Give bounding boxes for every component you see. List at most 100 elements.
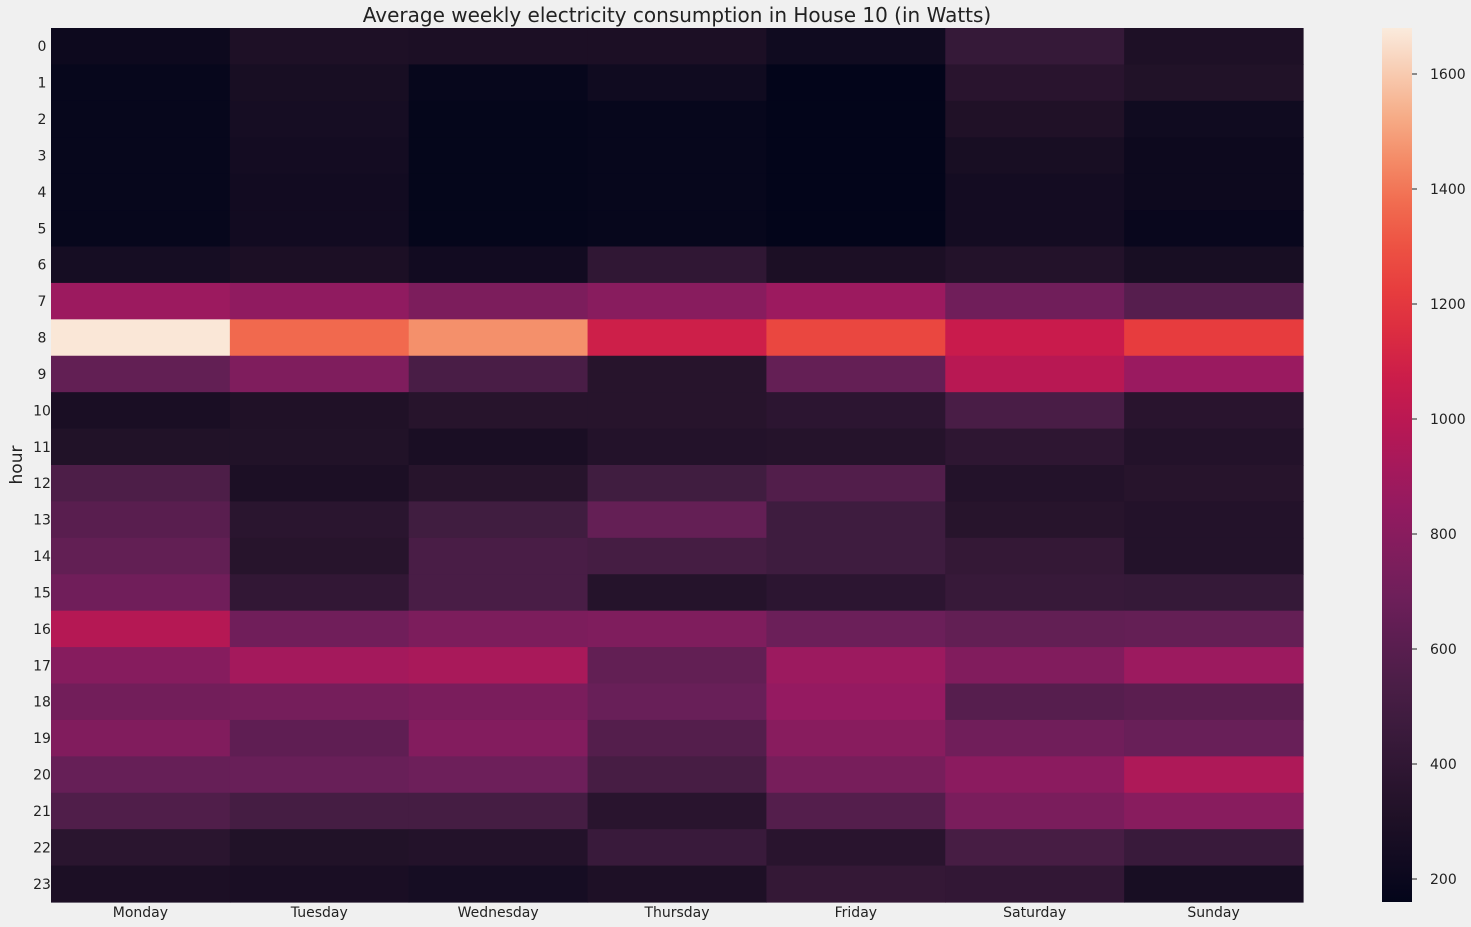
heatmap-cell [945, 28, 1125, 66]
heatmap-cell [1124, 792, 1304, 830]
heatmap-cell [587, 64, 768, 102]
heatmap-cell [1124, 865, 1304, 903]
heatmap-cell [1124, 355, 1304, 393]
colorbar-tick-label: 200 [1430, 872, 1457, 888]
heatmap-cell [945, 64, 1125, 102]
colorbar-tick-label: 1600 [1430, 67, 1466, 83]
heatmap-cell [945, 282, 1125, 320]
heatmap-cell [408, 319, 589, 357]
colorbar-gradient [1382, 28, 1412, 902]
y-tick-label: 9 [38, 367, 47, 383]
heatmap-cell [408, 719, 589, 757]
y-tick-label: 17 [33, 658, 51, 674]
heatmap-cell [229, 319, 410, 357]
heatmap-cell [587, 355, 768, 393]
heatmap-cell [766, 64, 946, 102]
y-tick-label: 6 [38, 258, 47, 274]
heatmap-cell [408, 501, 589, 539]
heatmap-cell [766, 574, 946, 612]
heatmap-cell [51, 137, 231, 175]
heatmap-cell [51, 501, 231, 539]
y-tick-label: 3 [38, 148, 47, 164]
heatmap-cell [945, 319, 1125, 357]
x-tick-label: Saturday [1003, 905, 1066, 921]
heatmap-cell [51, 647, 231, 685]
heatmap-cell [1124, 210, 1304, 248]
heatmap-cell [1124, 282, 1304, 320]
heatmap-cell [945, 465, 1125, 503]
y-tick-label: 0 [38, 39, 47, 55]
heatmap-cell [587, 282, 768, 320]
heatmap-cell [1124, 647, 1304, 685]
heatmap-cell [408, 465, 589, 503]
heatmap-cell [945, 610, 1125, 648]
heatmap-cell [1124, 465, 1304, 503]
y-tick-label: 18 [33, 695, 51, 711]
heatmap-cell [587, 792, 768, 830]
heatmap-cell [408, 756, 589, 794]
heatmap-cell [945, 792, 1125, 830]
heatmap-cell [1124, 537, 1304, 575]
heatmap-cell [766, 537, 946, 575]
heatmap-cell [408, 647, 589, 685]
heatmap-cell [587, 100, 768, 138]
y-tick-label: 21 [33, 804, 51, 820]
heatmap-cell [408, 392, 589, 430]
y-axis-label: hour [7, 446, 27, 485]
heatmap-cell [51, 719, 231, 757]
heatmap-cell [587, 610, 768, 648]
heatmap-cell [766, 392, 946, 430]
heatmap-cell [1124, 574, 1304, 612]
heatmap-cell [1124, 28, 1304, 66]
heatmap-cell [51, 210, 231, 248]
heatmap-cell [766, 137, 946, 175]
heatmap-cell [1124, 137, 1304, 175]
colorbar-tick-label: 400 [1430, 757, 1457, 773]
heatmap-cell [229, 683, 410, 721]
heatmap-cell [51, 173, 231, 211]
heatmap-cell [1124, 246, 1304, 284]
heatmap-cell [229, 574, 410, 612]
heatmap-cell [945, 173, 1125, 211]
heatmap-cell [945, 428, 1125, 466]
heatmap-cell [408, 829, 589, 867]
heatmap-cell [1124, 64, 1304, 102]
heatmap-cell [766, 756, 946, 794]
heatmap-cell [766, 792, 946, 830]
heatmap-cell [408, 355, 589, 393]
colorbar-ticks: 200 400 600 800 1000 1200 1400 1600 [1412, 67, 1466, 888]
y-tick-label: 13 [33, 513, 51, 529]
heatmap-cell [229, 173, 410, 211]
heatmap-cell [229, 282, 410, 320]
y-tick-label: 1 [38, 76, 47, 92]
heatmap-cell [766, 719, 946, 757]
heatmap-cell [766, 100, 946, 138]
heatmap-cell [587, 537, 768, 575]
heatmap-cell [766, 465, 946, 503]
heatmap-cell [945, 355, 1125, 393]
heatmap-cell [229, 428, 410, 466]
heatmap-cell [51, 683, 231, 721]
heatmap-cell [587, 865, 768, 903]
heatmap-cell [587, 28, 768, 66]
heatmap-cell [229, 865, 410, 903]
heatmap-cell [51, 28, 231, 66]
y-tick-label: 14 [33, 549, 51, 565]
heatmap-cell [766, 501, 946, 539]
x-tick-label: Monday [113, 905, 168, 921]
y-tick-label: 11 [33, 440, 51, 456]
colorbar-tick-label: 600 [1430, 642, 1457, 658]
y-tick-label: 10 [33, 403, 51, 419]
heatmap-cell [51, 792, 231, 830]
heatmap-cell [51, 246, 231, 284]
heatmap-cell [1124, 829, 1304, 867]
heatmap-cell [408, 173, 589, 211]
heatmap-cell [766, 210, 946, 248]
heatmap-cell [766, 865, 946, 903]
colorbar-tick-label: 1200 [1430, 297, 1466, 313]
heatmap-cell [766, 282, 946, 320]
heatmap-cell [408, 865, 589, 903]
y-tick-label: 5 [38, 221, 47, 237]
